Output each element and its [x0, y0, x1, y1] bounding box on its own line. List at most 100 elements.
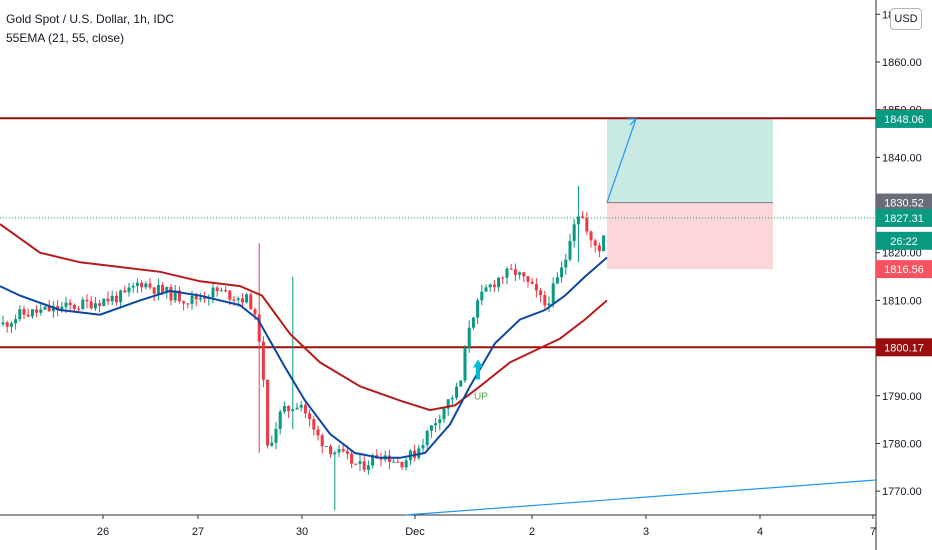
- candle-body: [312, 419, 316, 430]
- candle-body: [236, 298, 240, 300]
- candle-body: [480, 291, 484, 301]
- y-tick-label: 1780.00: [882, 438, 922, 450]
- candle-body: [438, 419, 442, 424]
- candle-body: [476, 300, 480, 318]
- x-tick-label: 26: [97, 526, 109, 538]
- price-label: 1830.52: [876, 193, 932, 212]
- price-label-text: 1848.06: [884, 114, 924, 126]
- candle-body: [215, 287, 219, 292]
- candle-body: [513, 269, 517, 275]
- signal-up-arrow: [473, 359, 483, 380]
- candle-body: [463, 348, 467, 381]
- candle-body: [501, 277, 505, 279]
- candle-body: [341, 449, 345, 452]
- candle-body: [224, 290, 228, 292]
- candle-body: [543, 295, 547, 306]
- candle-body: [81, 299, 85, 309]
- candle-body: [329, 445, 333, 455]
- candle-body: [522, 272, 526, 277]
- candle-body: [18, 309, 22, 320]
- candle-body: [131, 285, 135, 288]
- candle-body: [392, 461, 396, 463]
- candle-body: [539, 290, 543, 296]
- ema21-line: [0, 256, 608, 459]
- candle-body: [106, 298, 110, 302]
- candle-body: [497, 277, 501, 288]
- candle-body: [110, 295, 114, 302]
- candle-body: [555, 277, 559, 284]
- price-label-box: [876, 260, 932, 279]
- candle-body: [576, 216, 580, 225]
- candle-body: [72, 305, 76, 309]
- candle-body: [14, 319, 18, 324]
- candle-body: [564, 259, 568, 268]
- candle-body: [358, 461, 362, 464]
- price-label-box: [876, 231, 932, 250]
- price-label-text: 1830.52: [884, 198, 924, 210]
- candle-body: [362, 461, 366, 470]
- price-label-box: [876, 338, 932, 357]
- candle-body: [371, 455, 375, 466]
- candle-body: [421, 445, 425, 449]
- candle-body: [135, 282, 139, 286]
- candle-body: [450, 397, 454, 400]
- candle-body: [261, 341, 265, 380]
- ema55-line: [0, 223, 608, 412]
- candle-body: [471, 317, 475, 328]
- x-tick-label: 7: [870, 526, 876, 538]
- candle-body: [530, 281, 534, 284]
- candle-body: [324, 445, 328, 447]
- candle-body: [417, 448, 421, 458]
- candle-body: [144, 283, 148, 288]
- candle-body: [270, 442, 274, 446]
- candle-body: [455, 386, 459, 398]
- trendline: [404, 479, 877, 516]
- candle-body: [274, 428, 278, 443]
- candle-body: [316, 429, 320, 436]
- candle-body: [446, 399, 450, 409]
- candle-body: [295, 407, 299, 410]
- candle-body: [400, 461, 404, 468]
- candle-body: [442, 408, 446, 420]
- y-tick-label: 1810.00: [882, 295, 922, 307]
- candle-body: [198, 297, 202, 300]
- candle-body: [127, 287, 131, 293]
- currency-button[interactable]: USD: [890, 8, 922, 30]
- candle-body: [43, 306, 47, 310]
- signal-up-label: UP: [474, 391, 488, 402]
- candle-body: [119, 290, 123, 303]
- x-tick-label: 27: [192, 526, 204, 538]
- candle-body: [47, 306, 51, 312]
- candle-body: [278, 411, 282, 429]
- candle-body: [597, 245, 601, 252]
- stop-zone: [607, 202, 773, 270]
- price-label-text: 1827.31: [884, 213, 924, 225]
- candle-body: [177, 290, 181, 302]
- price-label-text: 1800.17: [884, 342, 924, 354]
- candle-body: [249, 294, 253, 310]
- candle-body: [190, 295, 194, 304]
- candle-body: [245, 294, 249, 303]
- candle-body: [165, 287, 169, 293]
- candle-body: [5, 322, 9, 327]
- candle-body: [467, 327, 471, 349]
- candle-body: [102, 298, 106, 306]
- candle-body: [123, 290, 127, 293]
- candle-body: [320, 435, 324, 447]
- y-tick-label: 1840.00: [882, 152, 922, 164]
- candle-body: [396, 461, 400, 463]
- candle-body: [434, 423, 438, 426]
- candle-body: [211, 287, 215, 298]
- candle-body: [299, 404, 303, 408]
- candle-body: [30, 309, 34, 317]
- candle-body: [581, 216, 585, 219]
- candle-body: [140, 282, 144, 288]
- candle-body: [287, 405, 291, 411]
- price-label: 1827.31: [876, 208, 932, 227]
- candle-body: [64, 302, 68, 307]
- candle-body: [534, 283, 538, 291]
- price-label-box: [876, 208, 932, 227]
- y-tick-label: 1790.00: [882, 391, 922, 403]
